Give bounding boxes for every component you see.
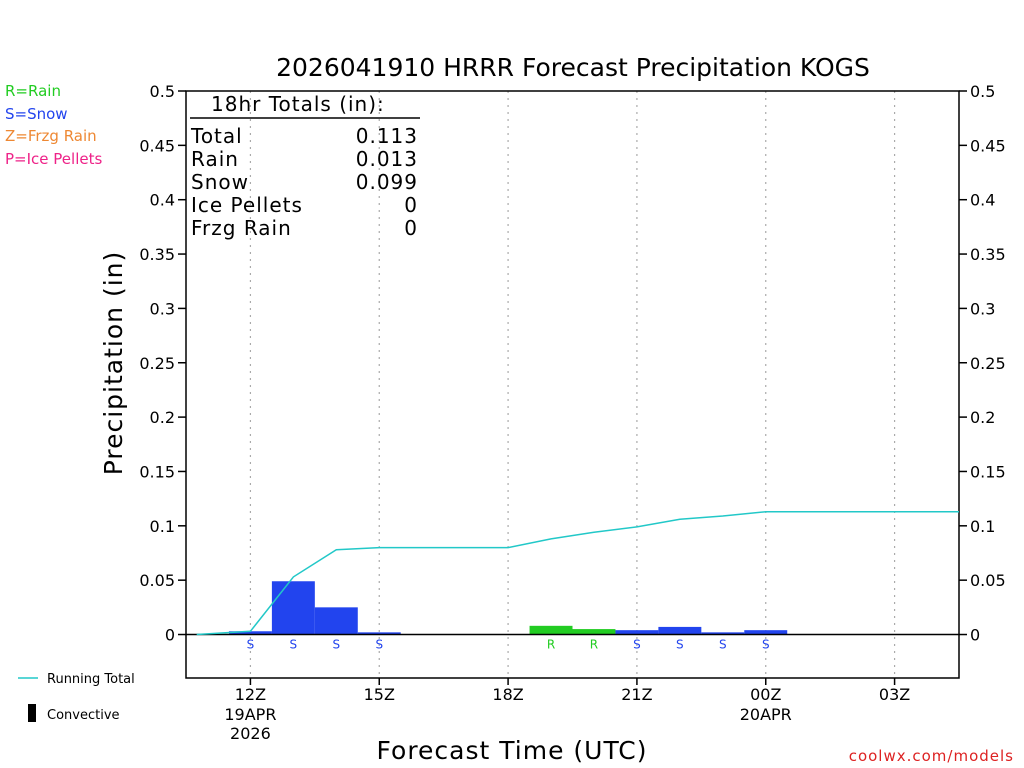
type-letter: S [762,638,770,652]
y-tick-label-left: 0.1 [150,517,175,536]
precip-bar [658,626,702,635]
y-tick-label-right: 0.45 [970,136,1006,155]
y-tick-label-right: 0.5 [970,82,995,101]
totals-row-value: 0.099 [356,170,418,194]
totals-header: 18hr Totals (in): [211,92,385,116]
y-axis-title: Precipitation (in) [99,251,128,476]
y-tick-label-left: 0.2 [150,408,175,427]
convective-swatch [28,704,36,722]
y-tick-label-right: 0.15 [970,462,1006,481]
legend-frzg-rain: Z=Frzg Rain [5,127,97,145]
x-axis-title: Forecast Time (UTC) [377,736,648,765]
running-total-polyline [196,510,959,636]
type-letter: S [633,638,641,652]
y-tick-label-right: 0.1 [970,517,995,536]
precip-bar [572,629,616,635]
totals-row-label: Snow [191,170,249,194]
totals-row-value: 0 [404,193,418,217]
y-tick-label-right: 0.05 [970,571,1006,590]
y-tick-label-left: 0.15 [139,462,175,481]
x-tick-label: 00Z [750,685,781,704]
legend-rain: R=Rain [5,82,61,100]
y-tick-label-right: 0.4 [970,191,995,210]
totals-row-label: Total [190,124,243,148]
type-letter: S [719,638,727,652]
y-tick-label-left: 0.05 [139,571,175,590]
y-tick-label-right: 0.25 [970,354,1006,373]
legend-running-total: Running Total [47,672,135,687]
y-tick-label-left: 0.25 [139,354,175,373]
running-total-line [196,510,959,636]
totals-box: 18hr Totals (in): Total 0.113 Rain 0.013 Sno… [190,92,420,240]
precip-bar [701,632,745,635]
credit-link[interactable]: coolwx.com/models [849,747,1014,765]
x-tick-sublabel: 19APR [224,705,276,724]
x-tick-sublabel: 20APR [740,705,792,724]
legend-snow: S=Snow [5,105,68,123]
x-tick-label: 03Z [879,685,910,704]
totals-row-value: 0.113 [356,124,418,148]
type-letter: S [332,638,340,652]
precip-bar [357,632,401,635]
y-tick-label-left: 0.35 [139,245,175,264]
y-tick-label-right: 0 [970,626,980,645]
y-tick-label-right: 0.35 [970,245,1006,264]
totals-row-label: Ice Pellets [191,193,303,217]
precip-bar [744,630,788,635]
y-axis-left: 0 0.05 0.1 0.15 0.2 0.25 0.3 0.35 0.4 0.45 0.5 [139,82,186,645]
precip-bar [228,631,272,635]
type-letter: R [590,638,598,652]
plot-frame [185,90,960,679]
totals-row-label: Frzg Rain [191,216,292,240]
precip-bar [271,581,315,635]
x-tick-label: 18Z [492,685,523,704]
y-tick-label-right: 0.2 [970,408,995,427]
chart-title: 2026041910 HRRR Forecast Precipitation K… [276,53,870,82]
type-letter: R [547,638,555,652]
type-letter: S [290,638,298,652]
totals-row-label: Rain [191,147,239,171]
y-tick-label-left: 0.5 [150,82,175,101]
y-tick-label-left: 0.45 [139,136,175,155]
precip-bar [615,630,659,635]
totals-row-value: 0.013 [356,147,418,171]
precip-bar [314,607,358,635]
type-letter: S [375,638,383,652]
type-letter: S [247,638,255,652]
totals-row-value: 0 [404,216,418,240]
y-tick-label-left: 0.4 [150,191,175,210]
x-tick-sublabel: 2026 [230,724,271,743]
precip-bar [529,625,573,635]
x-tick-label: 12Z [235,685,266,704]
y-tick-label-left: 0.3 [150,299,175,318]
x-gridlines [249,91,896,678]
legend-ice-pellets: P=Ice Pellets [5,150,102,168]
precip-bars [228,581,788,635]
type-letter: S [676,638,684,652]
legend-convective: Convective [47,708,120,723]
y-tick-label-left: 0 [165,626,175,645]
y-tick-label-right: 0.3 [970,299,995,318]
x-tick-label: 21Z [621,685,652,704]
y-axis-right: 0 0.05 0.1 0.15 0.2 0.25 0.3 0.35 0.4 0.45 0.5 [959,82,1006,645]
x-tick-label: 15Z [364,685,395,704]
